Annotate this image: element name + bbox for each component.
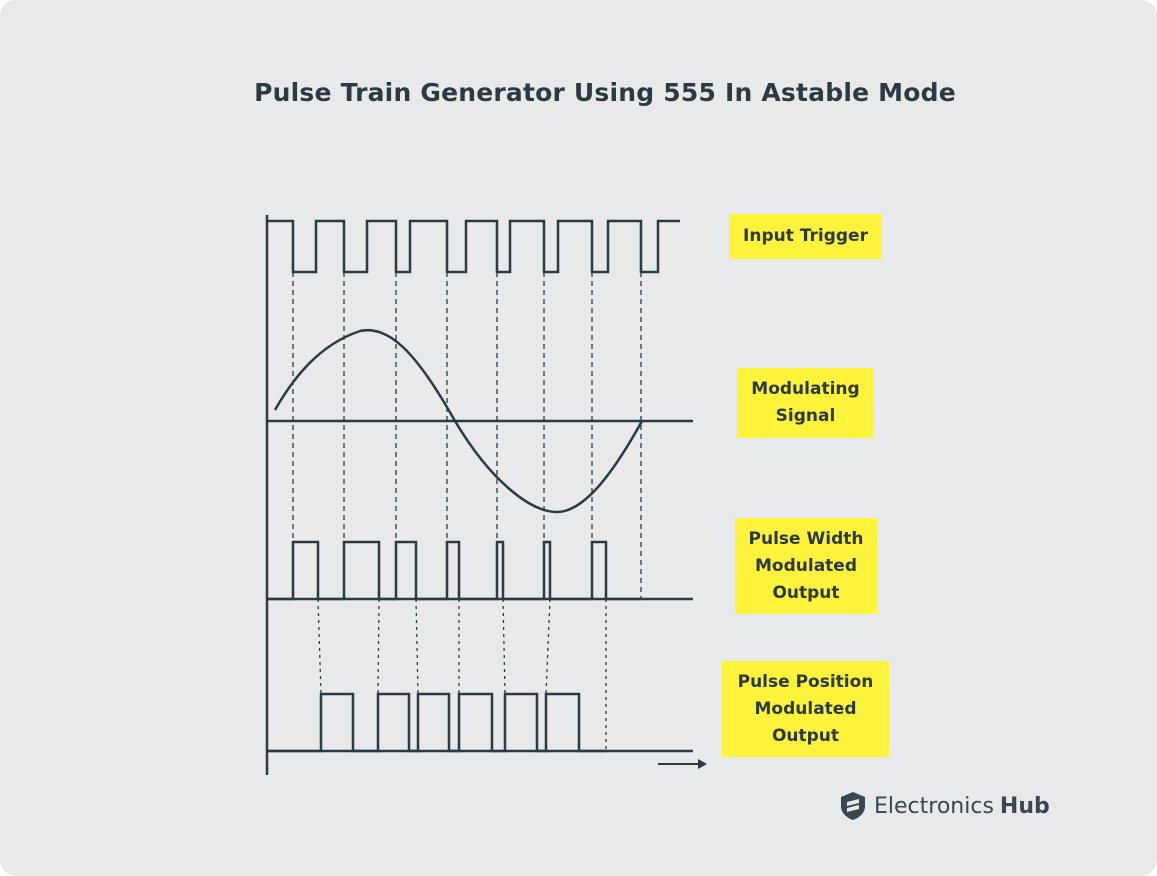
brand-suffix: Hub [999, 793, 1050, 819]
brand-logo: Electronics Hub [840, 790, 1050, 822]
label-modulating-signal: Modulating Signal [737, 368, 874, 438]
ppm-waveform [267, 692, 606, 753]
label-ppm-output: Pulse Position Modulated Output [722, 661, 889, 757]
time-arrow-head [698, 759, 707, 769]
electronics-hub-logo-icon [841, 792, 865, 820]
brand-name: Electronics [874, 793, 994, 819]
label-pwm-output: Pulse Width Modulated Output [735, 518, 877, 614]
modulating-signal-waveform [273, 328, 644, 514]
label-input-trigger: Input Trigger [729, 214, 882, 259]
pwm-waveform [267, 540, 641, 601]
page-title: Pulse Train Generator Using 555 In Astab… [254, 78, 956, 107]
input-trigger-waveform [267, 219, 680, 274]
